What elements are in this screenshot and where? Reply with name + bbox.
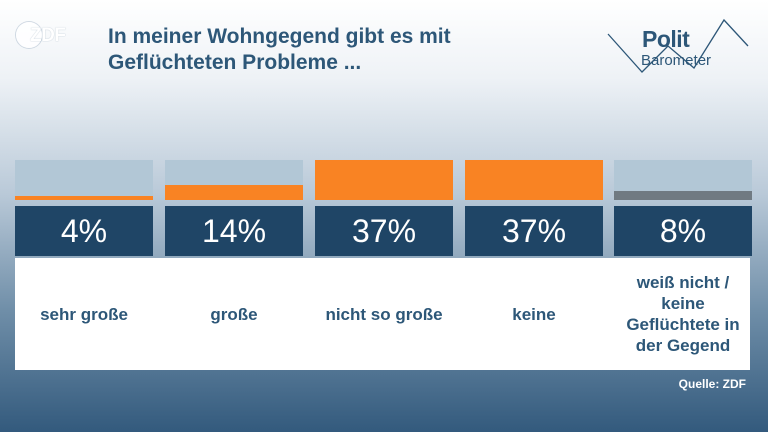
chart-title: In meiner Wohngegend gibt es mit Geflüch… — [108, 25, 451, 74]
category-label: keine — [512, 304, 556, 324]
bar-track — [465, 160, 603, 200]
label-panel — [15, 258, 750, 370]
bar-column: 4% — [15, 160, 153, 256]
category-label: nicht so große — [325, 304, 443, 324]
category-label: sehr große — [40, 304, 128, 324]
bar-column: 37% — [315, 160, 453, 256]
bar — [465, 160, 603, 200]
zdf-logo-text: ZDF — [30, 25, 66, 46]
bar — [614, 191, 752, 200]
bar-value-label: 14% — [165, 206, 303, 256]
politbarometer-logo: Polit Barometer — [606, 16, 756, 76]
bar — [165, 185, 303, 200]
bar-column: 8% — [614, 160, 752, 256]
bar-value-label: 4% — [15, 206, 153, 256]
politbarometer-line2: Barometer — [641, 52, 712, 69]
bar — [315, 160, 453, 200]
zdf-logo-circle-icon — [16, 22, 42, 48]
category-label: große — [210, 304, 258, 324]
zdf-logo: ZDF — [16, 22, 82, 48]
politbarometer-line1: Polit — [642, 26, 690, 52]
bar-column: 37% — [465, 160, 603, 256]
bar-value-label: 8% — [614, 206, 752, 256]
bar-track — [315, 160, 453, 200]
source-note: Quelle: ZDF — [678, 377, 746, 391]
bar-column: 14% — [165, 160, 303, 256]
category-label: weiß nicht / keine Geflüchtete in der Ge… — [626, 273, 740, 355]
bar-track — [165, 160, 303, 200]
bar-value-label: 37% — [465, 206, 603, 256]
bar — [15, 196, 153, 200]
bar-value-label: 37% — [315, 206, 453, 256]
politbarometer-zigzag-icon — [607, 18, 749, 73]
bar-track — [15, 160, 153, 200]
bar-track — [614, 160, 752, 200]
